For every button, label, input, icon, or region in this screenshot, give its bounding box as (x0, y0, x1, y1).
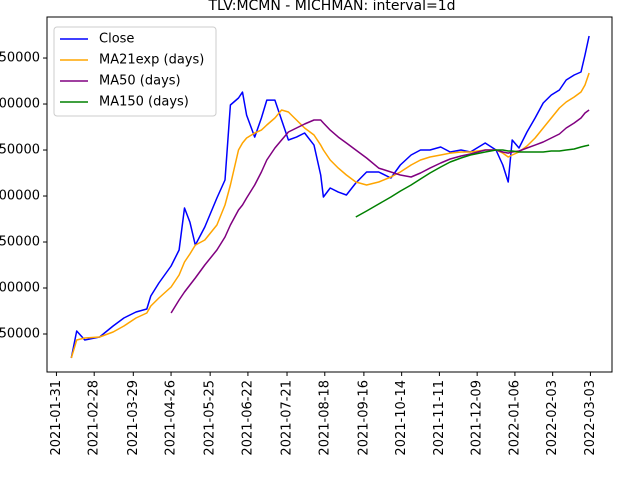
y-tick-label: 1350000 (0, 51, 40, 66)
x-tick-label: 2021-11-11 (432, 380, 447, 456)
legend-label: Close (99, 32, 134, 47)
y-tick-label: 1300000 (0, 97, 40, 112)
plot-frame (46, 16, 613, 373)
x-tick-label: 2021-09-16 (356, 380, 371, 456)
legend-box (53, 26, 217, 117)
x-tick-label: 2021-01-31 (49, 380, 64, 456)
x-tick-label: 2021-12-09 (470, 380, 485, 456)
legend: Close MA21exp (days) MA50 (days) MA150 (day… (53, 26, 217, 117)
y-tick-label: 1250000 (0, 143, 40, 158)
x-tick-label: 2021-08-18 (317, 380, 332, 456)
legend-label: MA150 (days) (99, 95, 189, 110)
x-tick-label: 2021-06-22 (240, 380, 255, 456)
x-tick-label: 2022-02-03 (545, 380, 560, 456)
y-tick-label: 1200000 (0, 189, 40, 204)
y-tick-label: 1050000 (0, 327, 40, 342)
series-line (355, 144, 590, 218)
legend-label: MA21exp (days) (99, 53, 204, 68)
series-line (70, 72, 590, 359)
series-line (170, 109, 590, 314)
chart-title: TLV:MCMN - MICHMAN: interval=1d (207, 0, 455, 14)
y-tick-label: 1100000 (0, 281, 40, 296)
x-tick-label: 2021-03-29 (126, 380, 141, 456)
series-line (70, 35, 590, 359)
x-tick-label: 2021-10-14 (394, 380, 409, 456)
x-tick-label: 2021-07-21 (280, 380, 295, 456)
x-tick-label: 2021-04-26 (164, 380, 179, 456)
x-tick-label: 2021-02-28 (87, 380, 102, 456)
x-tick-label: 2022-01-06 (507, 380, 522, 456)
y-tick-label: 1150000 (0, 235, 40, 250)
legend-label: MA50 (days) (99, 74, 181, 89)
x-tick-label: 2021-05-25 (203, 380, 218, 456)
x-tick-label: 2022-03-03 (583, 380, 598, 456)
